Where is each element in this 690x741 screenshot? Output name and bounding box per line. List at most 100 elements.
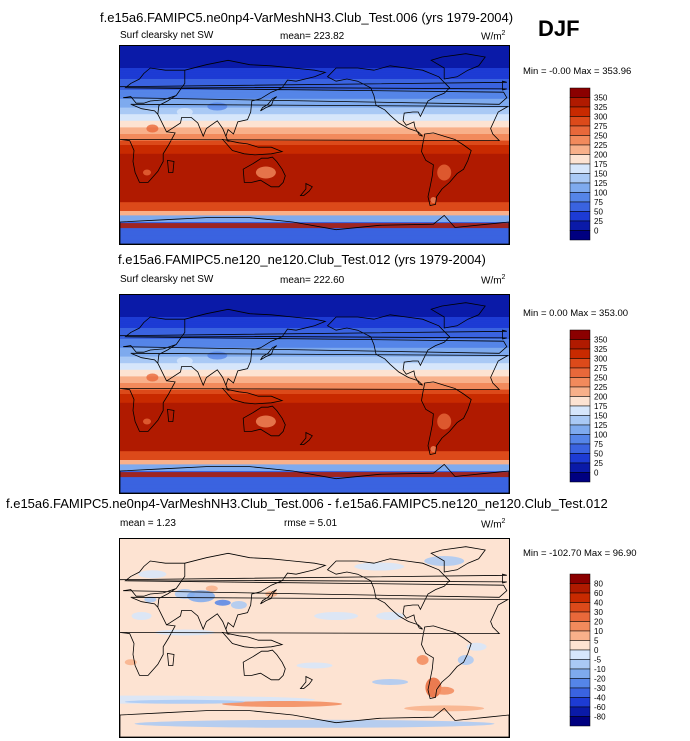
latitude-band	[120, 118, 509, 122]
colorbar-box	[569, 220, 591, 231]
latitude-band	[120, 149, 509, 152]
latitude-band	[120, 92, 509, 95]
panel3-units: W/m2	[481, 518, 506, 531]
season-label: DJF	[538, 16, 580, 41]
colorbar-box	[569, 415, 591, 426]
latitude-band	[120, 79, 509, 82]
latitude-band	[120, 50, 509, 53]
latitude-band	[120, 341, 509, 344]
latitude-band	[120, 48, 509, 51]
latitude-band	[120, 164, 509, 168]
latitude-band	[120, 114, 509, 117]
latitude-band	[120, 330, 509, 333]
colorbar-tick-label: -30	[594, 684, 606, 693]
difference-anomaly	[187, 590, 215, 603]
panel2-units: W/m2	[481, 274, 506, 287]
latitude-band	[120, 57, 509, 60]
regional-anomaly	[176, 357, 193, 365]
latitude-band	[120, 486, 509, 489]
latitude-band	[120, 420, 509, 423]
colorbar-box	[569, 706, 591, 717]
latitude-band	[120, 167, 509, 170]
latitude-band	[120, 211, 509, 214]
latitude-band	[120, 153, 509, 157]
latitude-band	[120, 107, 509, 111]
latitude-band	[120, 460, 509, 463]
latitude-band	[120, 182, 509, 185]
latitude-band	[120, 394, 509, 397]
latitude-band	[120, 484, 509, 487]
latitude-band	[120, 54, 509, 58]
colorbar-box	[569, 678, 591, 689]
colorbar-box	[569, 453, 591, 464]
colorbar-tick-label: 40	[594, 599, 603, 608]
colorbar-tick-label: 100	[594, 431, 608, 440]
latitude-band	[120, 352, 509, 355]
latitude-band	[120, 186, 509, 190]
latitude-band	[120, 367, 509, 371]
colorbar-tick-label: 80	[594, 580, 603, 589]
latitude-band	[120, 109, 509, 113]
latitude-band	[120, 162, 509, 166]
colorbar-box	[569, 592, 591, 603]
latitude-band	[120, 105, 509, 108]
latitude-band	[120, 147, 509, 150]
colorbar-tick-label: -20	[594, 675, 606, 684]
latitude-band	[120, 112, 509, 115]
panel1-units: W/m2	[481, 30, 506, 43]
latitude-band	[120, 98, 509, 102]
colorbar-tick-label: 25	[594, 459, 603, 468]
colorbar-tick-label: 175	[594, 160, 608, 169]
latitude-band	[120, 127, 509, 130]
latitude-band	[120, 427, 509, 430]
latitude-band	[120, 303, 509, 307]
panel3-title: f.e15a6.FAMIPC5.ne0np4-VarMeshNH3.Club_T…	[6, 496, 608, 511]
panel2-map	[119, 294, 510, 494]
panel3-rmse-label: rmse = 5.01	[284, 518, 338, 529]
colorbar-box	[569, 348, 591, 359]
latitude-band	[120, 171, 509, 174]
colorbar-tick-label: 225	[594, 141, 608, 150]
latitude-band	[120, 429, 509, 432]
latitude-band	[120, 424, 509, 428]
regional-anomaly	[430, 197, 437, 203]
colorbar-tick-label: -10	[594, 665, 606, 674]
difference-anomaly	[144, 596, 157, 603]
latitude-band	[120, 400, 509, 404]
latitude-band	[120, 233, 509, 236]
colorbar-box	[569, 687, 591, 698]
latitude-band	[120, 464, 509, 467]
latitude-band	[120, 455, 509, 459]
latitude-band	[120, 345, 509, 349]
colorbar-box	[569, 329, 591, 340]
colorbar-box	[569, 182, 591, 193]
latitude-band	[120, 453, 509, 456]
latitude-band	[120, 103, 509, 106]
colorbar-box	[569, 573, 591, 584]
colorbar-box	[569, 339, 591, 350]
latitude-band	[120, 372, 509, 375]
latitude-band	[120, 180, 509, 183]
colorbar-tick-label: 50	[594, 208, 603, 217]
latitude-band	[120, 328, 509, 331]
regional-anomaly	[437, 164, 452, 181]
latitude-band	[120, 200, 509, 203]
colorbar-tick-label: 100	[594, 189, 608, 198]
colorbar-tick-label: 125	[594, 421, 608, 430]
colorbar-tick-label: 150	[594, 170, 608, 179]
latitude-band	[120, 310, 509, 313]
difference-anomaly	[296, 662, 333, 669]
colorbar-box	[569, 230, 591, 241]
colorbar-box	[569, 697, 591, 708]
panel1-map	[119, 45, 510, 245]
difference-anomaly	[372, 679, 409, 685]
colorbar-box	[569, 424, 591, 435]
latitude-band	[120, 101, 509, 104]
latitude-band	[120, 74, 509, 78]
latitude-band	[120, 219, 509, 223]
colorbar-tick-label: -60	[594, 703, 606, 712]
difference-anomaly	[434, 686, 455, 695]
latitude-band	[120, 158, 509, 161]
latitude-band	[120, 76, 509, 80]
